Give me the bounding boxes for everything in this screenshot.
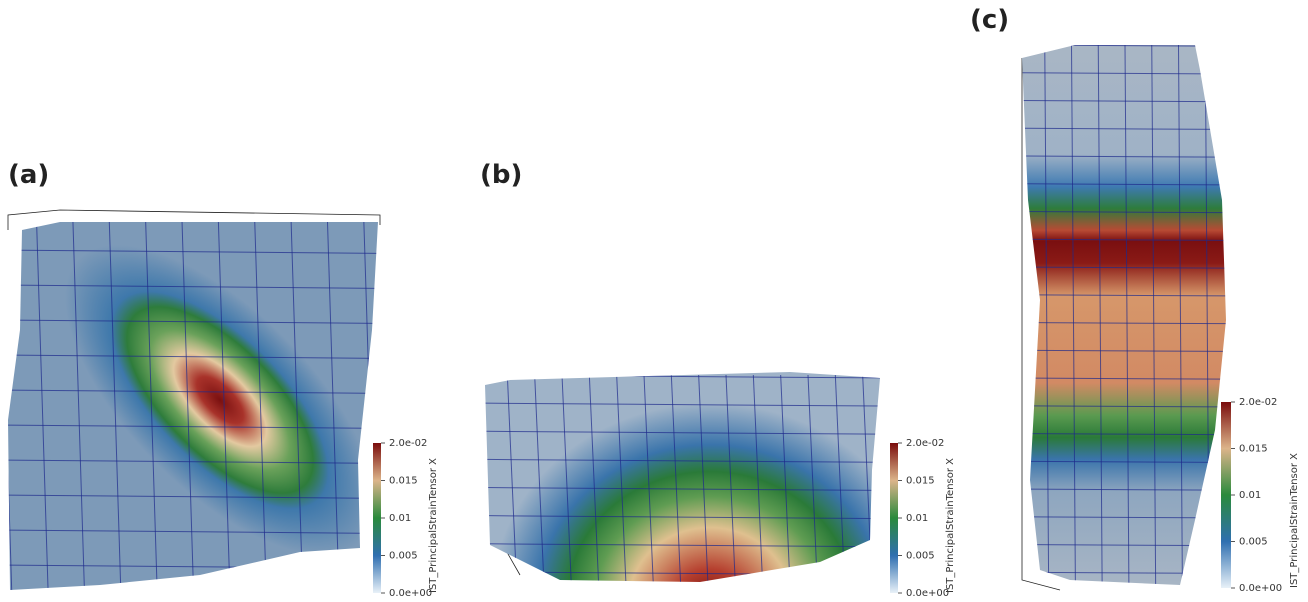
colorbar-tick-label: 0.0e+00 xyxy=(1239,583,1282,594)
mesh-line xyxy=(1124,45,1130,585)
mesh-line xyxy=(8,222,13,590)
mesh-line xyxy=(35,222,49,590)
mesh-line xyxy=(1022,460,1226,463)
mesh-line xyxy=(8,354,378,360)
mesh-line xyxy=(181,222,195,590)
mesh-line xyxy=(1022,294,1226,297)
mesh-line xyxy=(752,374,764,582)
panel-label: (b) xyxy=(480,160,522,190)
mesh-line xyxy=(1022,322,1226,325)
colorbar-tick-label: 0.015 xyxy=(1239,444,1268,455)
mesh-line xyxy=(217,222,231,590)
mesh-line xyxy=(8,249,378,255)
mesh-line xyxy=(1232,45,1236,600)
mesh-line xyxy=(8,389,378,395)
mesh-line xyxy=(1022,377,1226,380)
panel-label: (a) xyxy=(8,160,49,190)
colorbar-tick-label: 0.01 xyxy=(906,513,928,524)
mesh-line xyxy=(8,424,378,430)
colorbar-tick-label: 0.005 xyxy=(1239,537,1268,548)
mesh-line xyxy=(1022,349,1226,352)
colorbar-tick-label: 0.005 xyxy=(906,551,935,562)
deformed-block xyxy=(485,372,880,582)
mesh-line xyxy=(807,374,819,582)
mesh-line xyxy=(1022,405,1226,408)
colorbar-tick-label: 0.0e+00 xyxy=(389,588,432,599)
mesh-line xyxy=(1022,183,1226,186)
mesh-line xyxy=(1178,45,1183,585)
panel-label: (c) xyxy=(970,5,1009,35)
colorbar xyxy=(1221,402,1231,588)
mesh-line xyxy=(8,529,378,535)
mesh-line xyxy=(1022,211,1226,214)
mesh-line xyxy=(616,374,628,582)
mesh xyxy=(485,374,880,582)
deformed-block xyxy=(1022,45,1226,585)
mesh-line xyxy=(670,374,682,582)
colorbar-tick-label: 0.015 xyxy=(906,476,935,487)
mesh-line xyxy=(1022,45,1226,47)
mesh-line xyxy=(1151,45,1157,585)
mesh-line xyxy=(290,222,304,590)
colorbar-tick-label: 0.015 xyxy=(389,476,418,487)
mesh-line xyxy=(643,374,655,582)
mesh-line xyxy=(8,319,378,325)
wireframe xyxy=(7,209,381,230)
colorbar-tick-label: 0.01 xyxy=(389,513,411,524)
mesh-line xyxy=(400,215,412,600)
mesh-line xyxy=(485,543,880,548)
mesh-line xyxy=(72,222,86,590)
colorbar-tick-label: 2.0e-02 xyxy=(389,438,427,449)
mesh-line xyxy=(485,515,880,520)
mesh-line xyxy=(1018,600,1232,601)
mesh-line xyxy=(485,402,880,407)
mesh-line xyxy=(780,374,792,582)
mesh-line xyxy=(1022,488,1226,491)
mesh-line xyxy=(1022,72,1226,75)
mesh-line xyxy=(698,374,710,582)
mesh-line xyxy=(144,222,158,590)
mesh-line xyxy=(1022,433,1226,436)
mesh-line xyxy=(8,459,378,465)
mesh-line xyxy=(485,487,880,491)
deformed-block xyxy=(8,222,378,590)
mesh-line xyxy=(8,494,378,500)
mesh-line xyxy=(588,374,600,582)
mesh-line xyxy=(1022,238,1226,241)
mesh-line xyxy=(8,284,378,290)
colorbar xyxy=(373,443,381,593)
mesh-line xyxy=(1022,127,1226,130)
mesh-line xyxy=(1022,155,1226,158)
colorbar xyxy=(890,443,898,593)
mesh-line xyxy=(1022,45,1023,585)
colorbar-title: IST_PrincipalStrainTensor X xyxy=(428,458,439,593)
colorbar-tick-label: 2.0e-02 xyxy=(906,438,944,449)
mesh-line xyxy=(725,374,737,582)
colorbar-tick-label: 0.005 xyxy=(389,551,418,562)
colorbar-tick-label: 2.0e-02 xyxy=(1239,397,1277,408)
colorbar-tick-label: 0.0e+00 xyxy=(906,588,949,599)
mesh-line xyxy=(561,374,573,582)
mesh-line xyxy=(0,215,400,219)
mesh-line xyxy=(254,222,268,590)
colorbar-title: IST_PrincipalStrainTensor X xyxy=(1289,453,1300,588)
mesh-line xyxy=(1022,266,1226,269)
mesh-line xyxy=(485,458,880,463)
mesh-line xyxy=(1022,100,1226,103)
mesh-line xyxy=(485,430,880,435)
mesh-line xyxy=(108,222,122,590)
mesh-line xyxy=(326,222,340,590)
wireframe xyxy=(1021,58,1061,591)
colorbar-title: IST_PrincipalStrainTensor X xyxy=(945,458,956,593)
colorbar-tick-label: 0.01 xyxy=(1239,490,1261,501)
